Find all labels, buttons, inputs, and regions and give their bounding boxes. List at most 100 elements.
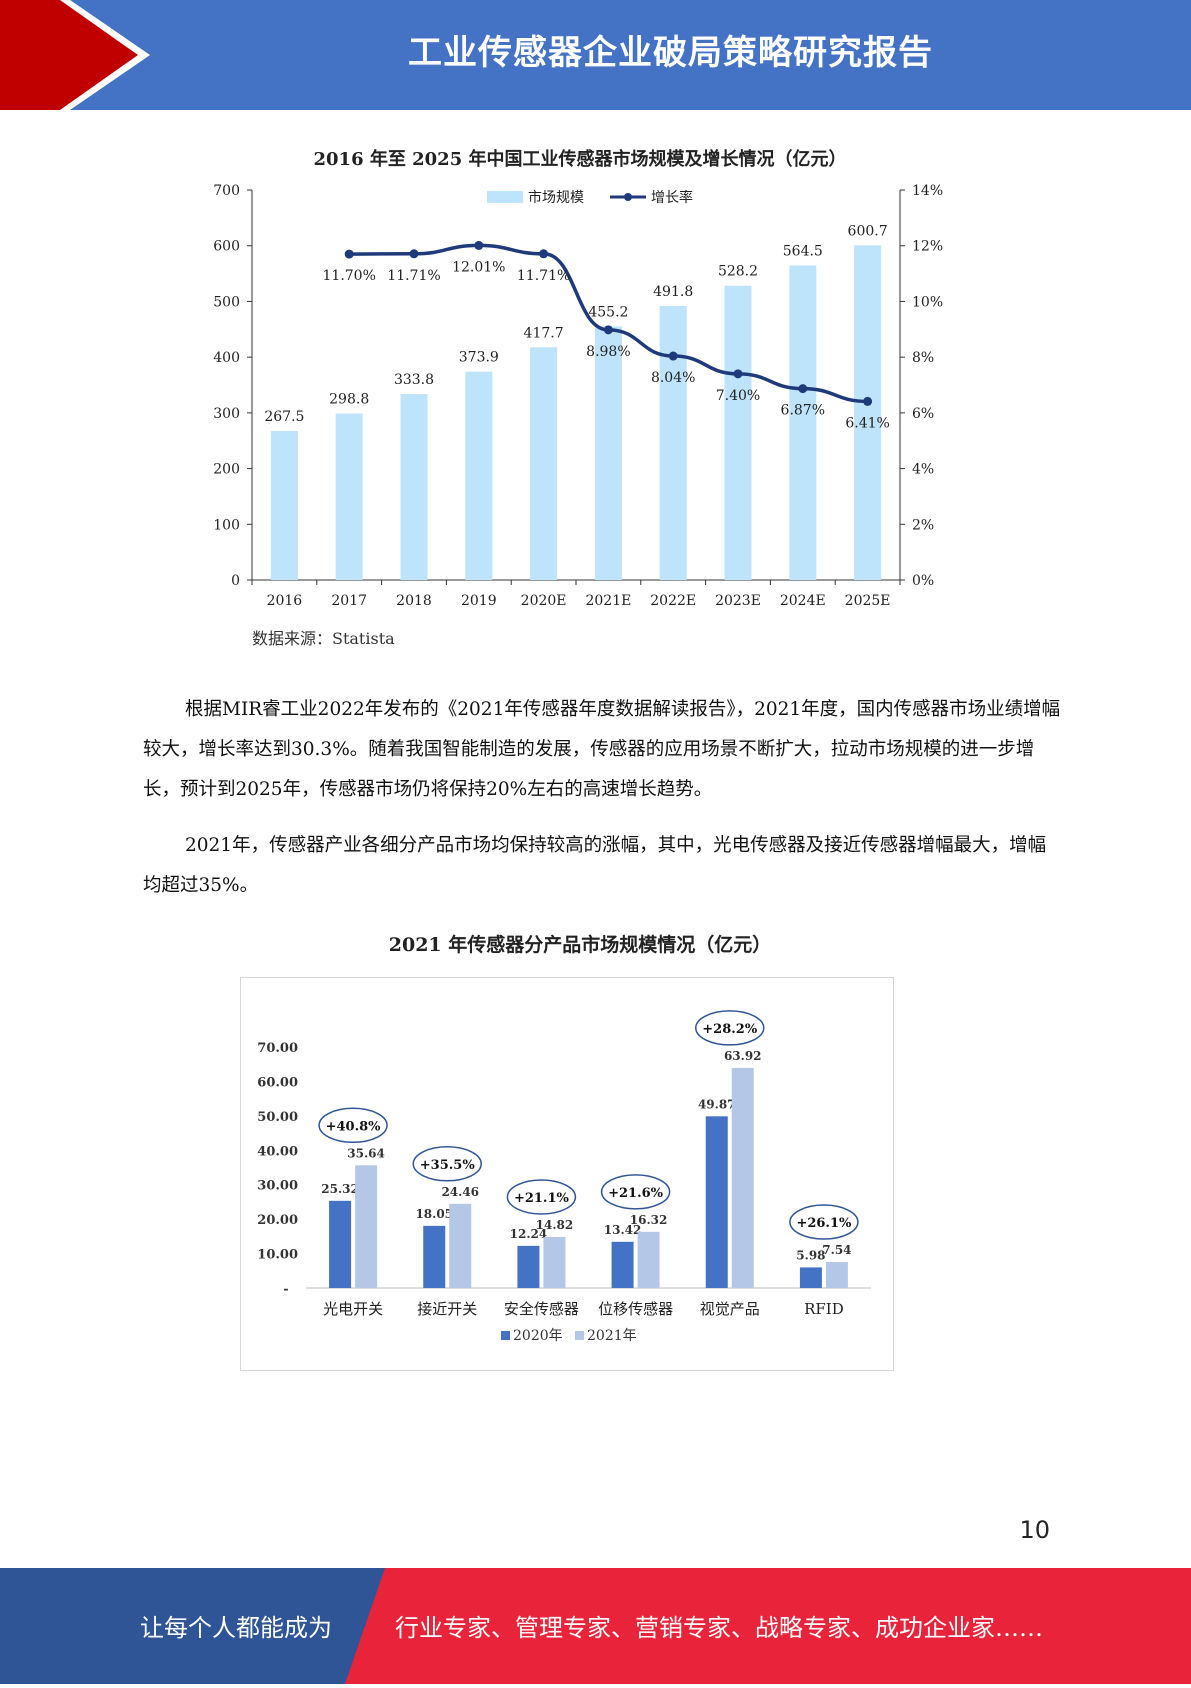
bar-market-size: [594, 326, 622, 580]
growth-rate-label: 12.01%: [452, 259, 505, 275]
growth-rate-point: [409, 249, 419, 259]
page-number: 10: [1019, 1516, 1050, 1544]
growth-rate-point: [863, 396, 873, 406]
x-tick-label: 2018: [396, 593, 432, 609]
x-tick-label: 2024E: [780, 593, 826, 609]
paragraph-segment-growth: 2021年，传感器产业各细分产品市场均保持较高的涨幅，其中，光电传感器及接近传感…: [143, 826, 1063, 906]
bar-data-label: 333.8: [394, 372, 434, 388]
bar-2021: [355, 1165, 378, 1288]
growth-annotation-ellipse: [600, 1174, 671, 1210]
x-tick-label: 光电开关: [323, 1300, 383, 1318]
bar-market-size: [789, 265, 817, 580]
y-tick-label: 60.00: [257, 1075, 298, 1090]
bar-2020: [611, 1241, 634, 1288]
y-left-tick-label: 300: [213, 406, 240, 422]
bar-data-label: 49.87: [698, 1097, 736, 1111]
market-size-growth-chart: 2016 年至 2025 年中国工业传感器市场规模及增长情况（亿元） 市场规模 增…: [213, 148, 943, 648]
y-right-tick-label: 0%: [912, 573, 934, 589]
bar-data-label: 7.54: [822, 1243, 851, 1257]
bar-market-size: [465, 371, 493, 580]
bar-2020: [423, 1225, 446, 1288]
bar-2020: [705, 1116, 728, 1288]
growth-rate-point: [539, 249, 549, 259]
growth-rate-point: [603, 325, 613, 335]
chart-title: 2016 年至 2025 年中国工业传感器市场规模及增长情况（亿元）: [314, 148, 847, 170]
x-tick-label: 接近开关: [417, 1300, 477, 1318]
growth-rate-point: [733, 369, 743, 379]
y-tick-label: -: [283, 1282, 288, 1297]
x-tick-label: 2016: [267, 593, 303, 609]
x-tick-label: 安全传感器: [504, 1300, 579, 1318]
x-tick-label: 2019: [461, 593, 497, 609]
x-tick-label: 2025E: [845, 593, 891, 609]
y-tick-label: 20.00: [257, 1213, 298, 1228]
x-tick-label: 2020E: [521, 593, 567, 609]
x-tick-label: 2022E: [650, 593, 696, 609]
bar-data-label: 564.5: [783, 243, 823, 259]
bar-2021: [825, 1262, 848, 1288]
bar-data-label: 14.82: [536, 1218, 574, 1232]
bar-market-size: [659, 305, 687, 580]
growth-annotation-ellipse: [695, 1010, 765, 1046]
y-right-tick-label: 6%: [912, 406, 934, 422]
bar-data-label: 528.2: [718, 264, 758, 280]
bar-data-label: 24.46: [441, 1185, 479, 1199]
page-footer: 让每个人都能成为 行业专家、管理专家、营销专家、战略专家、成功企业家……: [0, 1568, 1191, 1684]
y-tick-label: 10.00: [257, 1248, 298, 1263]
segment-market-chart-frame: - 10.00 20.00 30.00 40.00 50.00 60.00 70.00 光电开关…: [240, 977, 894, 1371]
growth-rate-label: 7.40%: [716, 388, 760, 404]
y-left-tick-label: 400: [213, 350, 240, 366]
bar-data-label: 35.64: [347, 1146, 385, 1160]
y-tick-label: 70.00: [257, 1041, 298, 1056]
chart2-title: 2021 年传感器分产品市场规模情况（亿元）: [388, 934, 772, 956]
bar-data-label: 491.8: [653, 284, 693, 300]
bar-data-label: 25.32: [321, 1182, 359, 1196]
legend-swatch: [575, 1331, 584, 1340]
growth-annotation-label: +26.1%: [796, 1216, 852, 1231]
growth-annotation-ellipse: [789, 1204, 859, 1240]
bar-data-label: 16.32: [630, 1213, 668, 1227]
bar-data-label: 5.98: [796, 1248, 825, 1262]
growth-rate-label: 6.87%: [781, 403, 825, 419]
header-arrow-decoration: [0, 0, 150, 110]
x-tick-label: 2021E: [585, 593, 631, 609]
y-right-tick-label: 14%: [912, 183, 943, 199]
legend-label: 增长率: [651, 189, 693, 206]
bar-market-size: [270, 430, 298, 580]
y-tick-label: 40.00: [257, 1144, 298, 1159]
growth-annotation-label: +35.5%: [420, 1158, 476, 1173]
bar-2021: [543, 1236, 566, 1288]
report-title: 工业传感器企业破局策略研究报告: [408, 33, 933, 73]
legend-label: 市场规模: [528, 189, 584, 206]
growth-annotation-label: +40.8%: [326, 1119, 382, 1134]
chart2-legend: 2020年 2021年: [501, 1328, 637, 1344]
legend-label: 2021年: [587, 1328, 637, 1344]
legend-swatch-bar: [487, 191, 523, 203]
footer-slogan-left: 让每个人都能成为: [140, 1614, 332, 1642]
bar-data-label: 455.2: [588, 304, 628, 320]
paragraph-text: 根据MIR睿工业2022年发布的《2021年传感器年度数据解读报告》，2021年…: [143, 699, 1061, 800]
page-header: 工业传感器企业破局策略研究报告: [0, 0, 1191, 110]
x-tick-label: 位移传感器: [598, 1300, 673, 1318]
bar-market-size: [530, 347, 558, 580]
bar-data-label: 267.5: [264, 409, 304, 425]
bar-2021: [637, 1231, 660, 1288]
bar-market-size: [400, 394, 428, 580]
chart-source: 数据来源：Statista: [252, 629, 395, 648]
y-tick-label: 50.00: [257, 1110, 298, 1125]
bar-2020: [799, 1267, 822, 1288]
bar-data-label: 600.7: [848, 223, 888, 239]
growth-annotation-ellipse: [506, 1179, 577, 1215]
y-right-tick-label: 4%: [912, 462, 934, 478]
growth-annotation-ellipse: [412, 1146, 482, 1182]
y-left-tick-label: 0: [231, 573, 240, 589]
x-tick-label: 2017: [331, 593, 367, 609]
y-left-tick-label: 500: [213, 294, 240, 310]
growth-rate-label: 11.71%: [517, 268, 570, 284]
y-right-tick-label: 10%: [912, 294, 943, 310]
growth-rate-point: [668, 351, 678, 361]
legend-label: 2020年: [513, 1328, 563, 1344]
bar-market-size: [854, 245, 882, 580]
bar-data-label: 373.9: [459, 350, 499, 366]
bar-data-label: 18.05: [415, 1207, 453, 1221]
